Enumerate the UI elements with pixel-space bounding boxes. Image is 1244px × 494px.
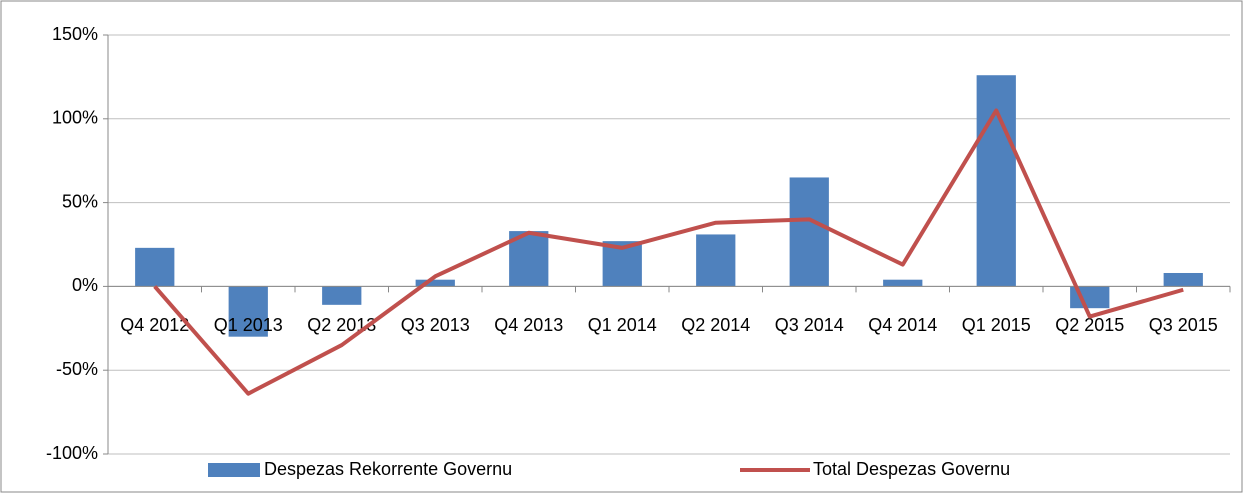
x-tick-label: Q1 2015 <box>962 315 1031 335</box>
bar <box>883 279 923 287</box>
y-tick-label: 50% <box>62 191 98 211</box>
x-tick-label: Q2 2015 <box>1055 315 1124 335</box>
x-tick-label: Q3 2015 <box>1149 315 1218 335</box>
bar <box>135 247 175 287</box>
x-tick-label: Q4 2014 <box>868 315 937 335</box>
x-tick-label: Q1 2013 <box>214 315 283 335</box>
legend-label: Despezas Rekorrente Governu <box>264 459 512 479</box>
y-tick-label: -50% <box>56 359 98 379</box>
bar <box>976 75 1016 287</box>
x-tick-label: Q1 2014 <box>588 315 657 335</box>
x-tick-label: Q3 2014 <box>775 315 844 335</box>
bar <box>322 286 362 305</box>
bar <box>415 279 455 287</box>
x-tick-label: Q3 2013 <box>401 315 470 335</box>
legend-swatch <box>208 463 260 477</box>
bar <box>696 234 736 287</box>
x-tick-label: Q2 2014 <box>681 315 750 335</box>
legend-label: Total Despezas Governu <box>813 459 1010 479</box>
bar <box>1163 272 1203 287</box>
x-tick-label: Q4 2013 <box>494 315 563 335</box>
x-tick-label: Q4 2012 <box>120 315 189 335</box>
y-tick-label: -100% <box>46 443 98 463</box>
line <box>153 108 1184 396</box>
y-tick-label: 0% <box>72 275 98 295</box>
y-tick-label: 100% <box>52 108 98 128</box>
bar <box>789 177 829 287</box>
y-tick-label: 150% <box>52 24 98 44</box>
bar <box>228 286 268 337</box>
